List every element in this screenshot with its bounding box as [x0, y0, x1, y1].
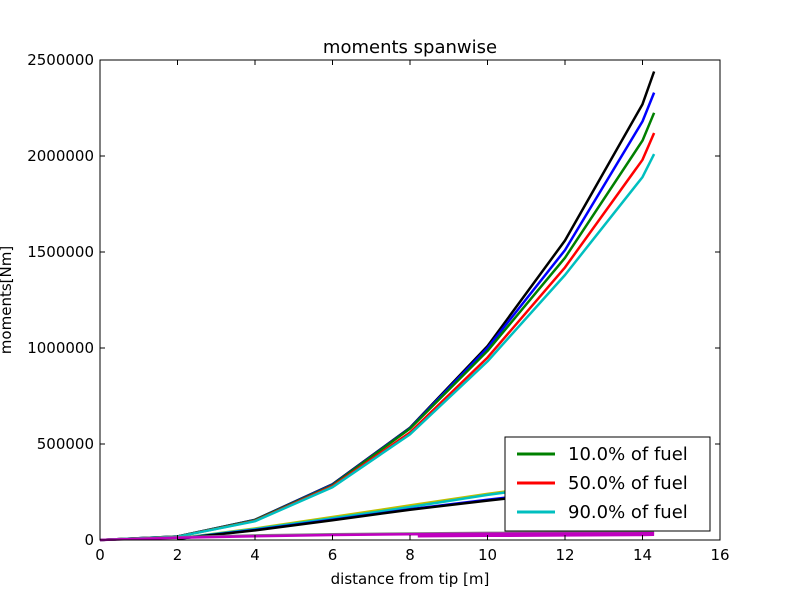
x-tick-label: 10 [478, 546, 497, 564]
y-tick-label: 2500000 [27, 51, 94, 69]
x-axis-label: distance from tip [m] [331, 570, 490, 588]
series-line-10 [99, 532, 655, 542]
x-tick-label: 4 [250, 546, 260, 564]
legend-label: 10.0% of fuel [568, 444, 688, 465]
series-line-4 [99, 153, 656, 542]
x-tick-label: 2 [173, 546, 183, 564]
x-tick-label: 6 [328, 546, 338, 564]
legend-label: 50.0% of fuel [568, 473, 688, 494]
y-tick-label: 500000 [37, 435, 94, 453]
legend: 10.0% of fuel 50.0% of fuel 90.0% of fuel [504, 436, 711, 532]
x-axis: 0 2 4 6 8 10 12 14 16 [95, 60, 730, 564]
y-tick-label: 1500000 [27, 243, 94, 261]
y-tick-label: 1000000 [27, 339, 94, 357]
plot-series [99, 71, 656, 542]
x-tick-label: 12 [555, 546, 574, 564]
y-tick-label: 0 [84, 531, 94, 549]
chart-title: moments spanwise [323, 37, 497, 58]
y-axis: 0 500000 1000000 1500000 2000000 2500000 [27, 51, 720, 549]
legend-label: 90.0% of fuel [568, 502, 688, 523]
x-tick-label: 0 [95, 546, 105, 564]
series-line-11 [417, 533, 655, 538]
y-axis-label: moments[Nm] [0, 246, 15, 354]
y-tick-label: 2000000 [27, 147, 94, 165]
x-tick-label: 14 [633, 546, 652, 564]
x-tick-label: 8 [405, 546, 415, 564]
x-tick-label: 16 [710, 546, 729, 564]
